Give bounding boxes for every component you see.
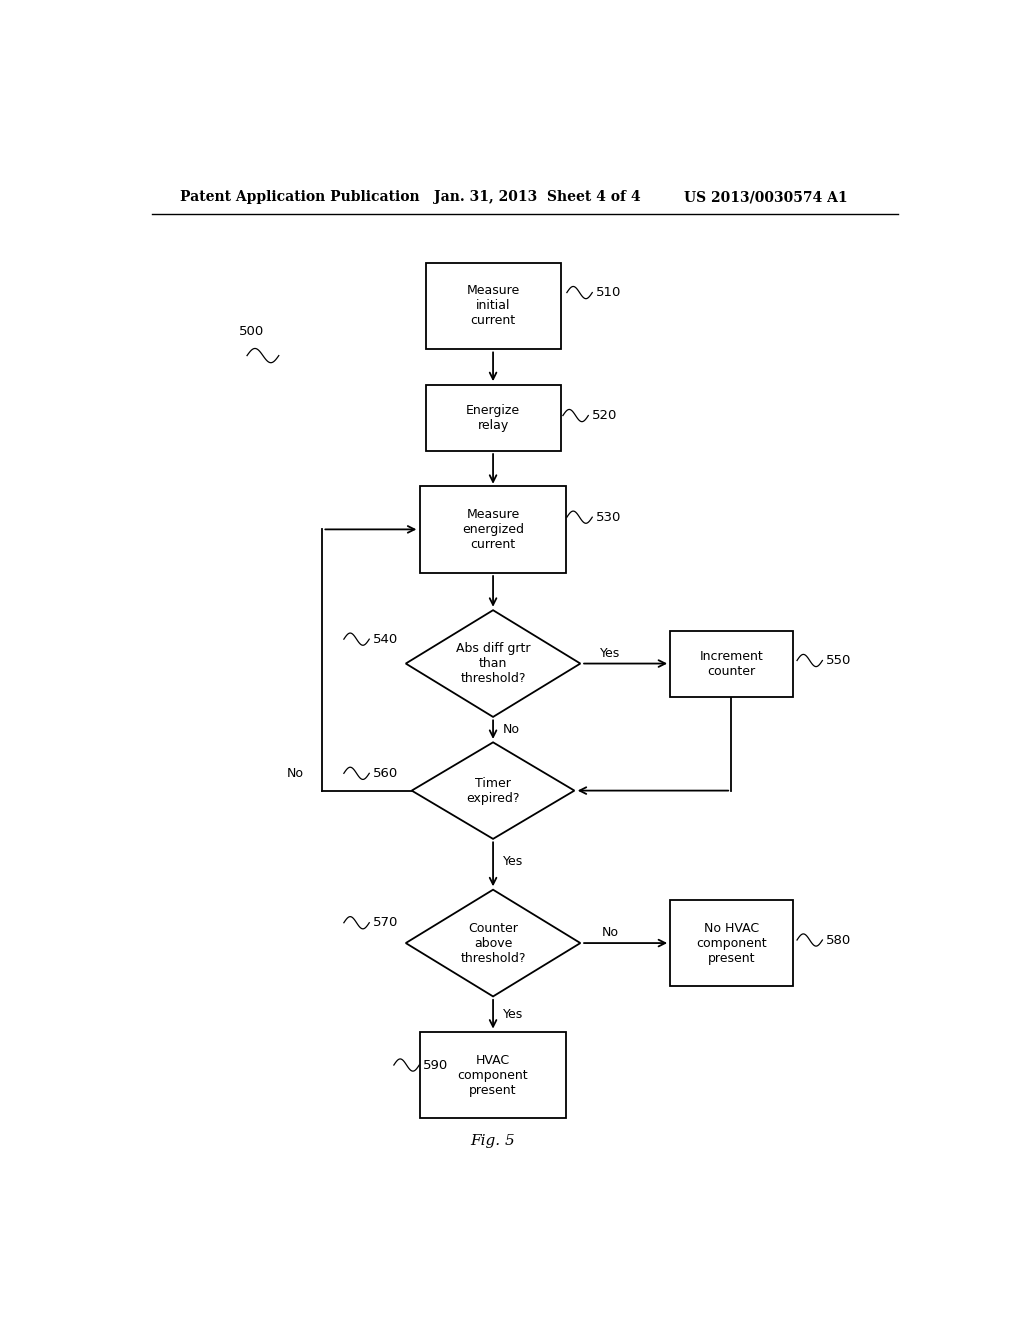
Text: Yes: Yes bbox=[600, 647, 621, 660]
Polygon shape bbox=[406, 890, 581, 997]
Text: Yes: Yes bbox=[503, 855, 523, 869]
Text: 520: 520 bbox=[592, 409, 617, 422]
Text: 540: 540 bbox=[373, 632, 398, 645]
Text: 580: 580 bbox=[826, 933, 852, 946]
Polygon shape bbox=[412, 742, 574, 840]
FancyBboxPatch shape bbox=[426, 384, 560, 450]
Text: 550: 550 bbox=[826, 653, 852, 667]
Text: 570: 570 bbox=[373, 916, 398, 929]
Text: Yes: Yes bbox=[503, 1007, 523, 1020]
Text: 560: 560 bbox=[373, 767, 398, 780]
Text: 510: 510 bbox=[596, 286, 622, 300]
FancyBboxPatch shape bbox=[670, 900, 793, 986]
Text: HVAC
component
present: HVAC component present bbox=[458, 1053, 528, 1097]
FancyBboxPatch shape bbox=[420, 486, 566, 573]
Text: 530: 530 bbox=[596, 511, 622, 524]
Polygon shape bbox=[406, 610, 581, 717]
Text: Fig. 5: Fig. 5 bbox=[471, 1134, 515, 1148]
Text: Jan. 31, 2013  Sheet 4 of 4: Jan. 31, 2013 Sheet 4 of 4 bbox=[433, 190, 640, 205]
Text: Patent Application Publication: Patent Application Publication bbox=[179, 190, 419, 205]
Text: Abs diff grtr
than
threshold?: Abs diff grtr than threshold? bbox=[456, 642, 530, 685]
Text: 590: 590 bbox=[423, 1059, 449, 1072]
FancyBboxPatch shape bbox=[426, 263, 560, 348]
Text: Increment
counter: Increment counter bbox=[699, 649, 763, 677]
Text: No: No bbox=[602, 927, 620, 940]
FancyBboxPatch shape bbox=[670, 631, 793, 697]
FancyBboxPatch shape bbox=[420, 1032, 566, 1118]
Text: US 2013/0030574 A1: US 2013/0030574 A1 bbox=[684, 190, 847, 205]
Text: Counter
above
threshold?: Counter above threshold? bbox=[461, 921, 525, 965]
Text: Measure
energized
current: Measure energized current bbox=[462, 508, 524, 550]
Text: No HVAC
component
present: No HVAC component present bbox=[696, 921, 766, 965]
Text: No: No bbox=[503, 723, 519, 737]
Text: No: No bbox=[287, 767, 304, 780]
Text: Measure
initial
current: Measure initial current bbox=[466, 284, 520, 327]
Text: 500: 500 bbox=[239, 325, 264, 338]
Text: Timer
expired?: Timer expired? bbox=[466, 776, 520, 805]
Text: Energize
relay: Energize relay bbox=[466, 404, 520, 432]
